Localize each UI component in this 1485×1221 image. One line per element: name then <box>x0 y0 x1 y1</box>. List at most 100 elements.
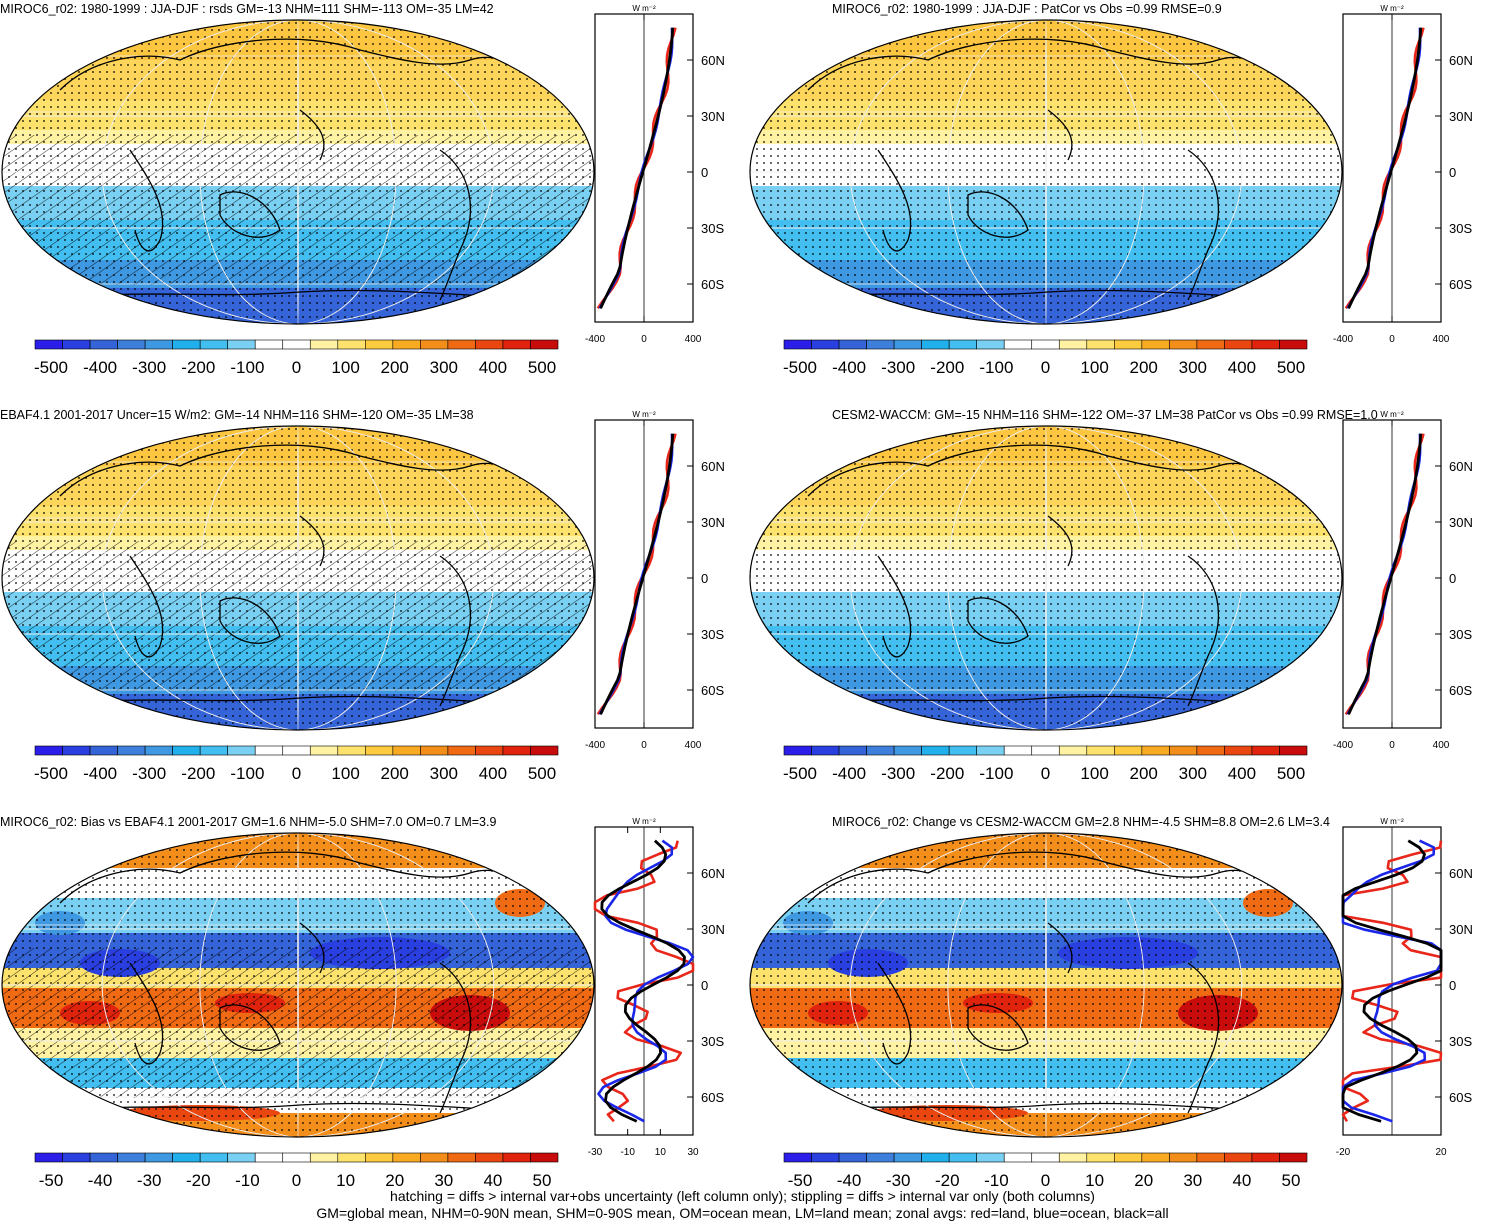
colorbar-swatch <box>392 339 421 350</box>
panel-graphics: -400 0 400 W m⁻² 0 60N 30N 30S 60S -500 -400 -300 -2… <box>1 4 725 377</box>
colorbar-label: 300 <box>430 358 458 377</box>
colorbar-label: -10 <box>984 1171 1009 1190</box>
footer-line-2: GM=global mean, NHM=0-90N mean, SHM=0-90… <box>316 1205 1169 1221</box>
zonal-tick-label: 10 <box>655 1147 667 1158</box>
colorbar-swatch <box>365 1152 394 1163</box>
latitude-label: 60S <box>701 277 724 292</box>
panel-title: MIROC6_r02: Bias vs EBAF4.1 2001-2017 GM… <box>0 815 497 829</box>
colorbar-swatch <box>838 745 867 756</box>
colorbar-label: 500 <box>528 764 556 783</box>
colorbar-swatch <box>530 1152 559 1163</box>
colorbar: -500 -400 -300 -200 -100 0 100 200 300 400 500 <box>783 745 1308 783</box>
zonal-tick-label: -400 <box>1333 334 1353 345</box>
colorbar-label: -100 <box>230 358 264 377</box>
colorbar-label: -30 <box>886 1171 911 1190</box>
colorbar-swatch <box>1224 1152 1253 1163</box>
colorbar-label: 40 <box>1232 1171 1251 1190</box>
map-panel-1: MIROC6_r02: 1980-1999 : JJA-DJF : rsds G… <box>0 0 735 400</box>
colorbar-swatch <box>475 745 504 756</box>
zonal-all-line <box>1341 839 1443 1123</box>
colorbar-swatch <box>530 745 559 756</box>
zonal-unit-label: W m⁻² <box>1380 4 1404 13</box>
zonal-tick-label: 0 <box>1389 740 1395 751</box>
colorbar-label: -300 <box>132 764 166 783</box>
colorbar-swatch <box>475 1152 504 1163</box>
colorbar-swatch <box>948 1152 977 1163</box>
colorbar-swatch <box>89 1152 118 1163</box>
colorbar-swatch <box>227 339 256 350</box>
colorbar-swatch <box>117 1152 146 1163</box>
world-map <box>750 833 1342 1137</box>
colorbar-label: 30 <box>1183 1171 1202 1190</box>
colorbar-label: -500 <box>783 764 817 783</box>
colorbar-label: 400 <box>479 764 507 783</box>
zonal-unit-label: W m⁻² <box>1380 410 1404 419</box>
latitude-label: 30S <box>701 221 724 236</box>
colorbar-label: -500 <box>34 358 68 377</box>
colorbar-label: 50 <box>533 1171 552 1190</box>
zonal-tick-label: 0 <box>641 740 647 751</box>
colorbar-swatch <box>1031 1152 1060 1163</box>
colorbar-label: 100 <box>1080 764 1108 783</box>
colorbar-label: 200 <box>1130 358 1158 377</box>
colorbar-swatch <box>502 339 531 350</box>
colorbar-swatch <box>1114 339 1143 350</box>
colorbar-swatch <box>1141 1152 1170 1163</box>
colorbar-swatch <box>921 745 950 756</box>
colorbar-label: 10 <box>1085 1171 1104 1190</box>
zonal-all-line <box>1347 433 1423 715</box>
zonal-tick-label: 20 <box>1435 1147 1447 1158</box>
colorbar-swatch <box>34 339 63 350</box>
map-outline <box>1 832 595 1138</box>
colorbar-swatch <box>282 745 311 756</box>
colorbar-swatch <box>948 339 977 350</box>
zonal-all-line <box>599 27 675 309</box>
colorbar-label: -200 <box>181 358 215 377</box>
colorbar-swatch <box>811 1152 840 1163</box>
colorbar-swatch <box>783 339 812 350</box>
colorbar-swatch <box>1169 1152 1198 1163</box>
colorbar-swatch <box>447 1152 476 1163</box>
zonal-tick-label: 400 <box>685 740 702 751</box>
latitude-label: 60N <box>1449 459 1473 474</box>
latitude-label: 30S <box>701 1034 724 1049</box>
colorbar-swatch <box>62 745 91 756</box>
colorbar-label: -400 <box>832 764 866 783</box>
panel-graphics: -400 0 400 W m⁻² 0 60N 30N 30S 60S -500 -400 -300 -2… <box>749 410 1473 783</box>
panel-title: MIROC6_r02: Change vs CESM2-WACCM GM=2.8… <box>832 815 1330 829</box>
colorbar-swatch <box>199 339 228 350</box>
colorbar-swatch <box>1086 1152 1115 1163</box>
colorbar-swatch <box>337 339 366 350</box>
colorbar-label: -10 <box>235 1171 260 1190</box>
colorbar-swatch <box>392 745 421 756</box>
colorbar-swatch <box>34 745 63 756</box>
colorbar-label: 100 <box>1080 358 1108 377</box>
map-panel-6: MIROC6_r02: Change vs CESM2-WACCM GM=2.8… <box>748 813 1483 1213</box>
latitude-label: 30S <box>1449 627 1472 642</box>
colorbar-swatch <box>1251 745 1280 756</box>
colorbar-swatch <box>1196 1152 1225 1163</box>
colorbar-label: 100 <box>331 358 359 377</box>
colorbar-swatch <box>866 339 895 350</box>
zonal-unit-label: W m⁻² <box>1380 817 1404 826</box>
colorbar-swatch <box>1196 745 1225 756</box>
zonal-mean-plot: -30 -10 10 30 W m⁻² 0 60N 30N 30S 60S <box>588 817 725 1158</box>
colorbar-swatch <box>337 1152 366 1163</box>
colorbar-swatch <box>783 745 812 756</box>
colorbar-label: 0 <box>1041 764 1050 783</box>
panel-graphics: -20 20 W m⁻² 0 60N 30N 30S 60S -50 -40 -30 -20 -10 0 1… <box>749 817 1473 1190</box>
latitude-label: 30N <box>1449 922 1473 937</box>
colorbar-label: 400 <box>1228 764 1256 783</box>
colorbar-swatch <box>475 339 504 350</box>
zonal-mean-plot: -400 0 400 W m⁻² 0 60N 30N 30S 60S <box>585 410 725 751</box>
colorbar-swatch <box>1169 339 1198 350</box>
colorbar-swatch <box>1031 339 1060 350</box>
zonal-tick-label: 400 <box>1433 334 1450 345</box>
colorbar-swatch <box>1003 1152 1033 1163</box>
colorbar-swatch <box>309 1152 339 1163</box>
zonal-all-line <box>600 839 686 1123</box>
latitude-label: 30S <box>701 627 724 642</box>
colorbar-swatch <box>144 339 173 350</box>
colorbar-label: -20 <box>186 1171 211 1190</box>
zonal-tick-label: -20 <box>1336 1147 1351 1158</box>
